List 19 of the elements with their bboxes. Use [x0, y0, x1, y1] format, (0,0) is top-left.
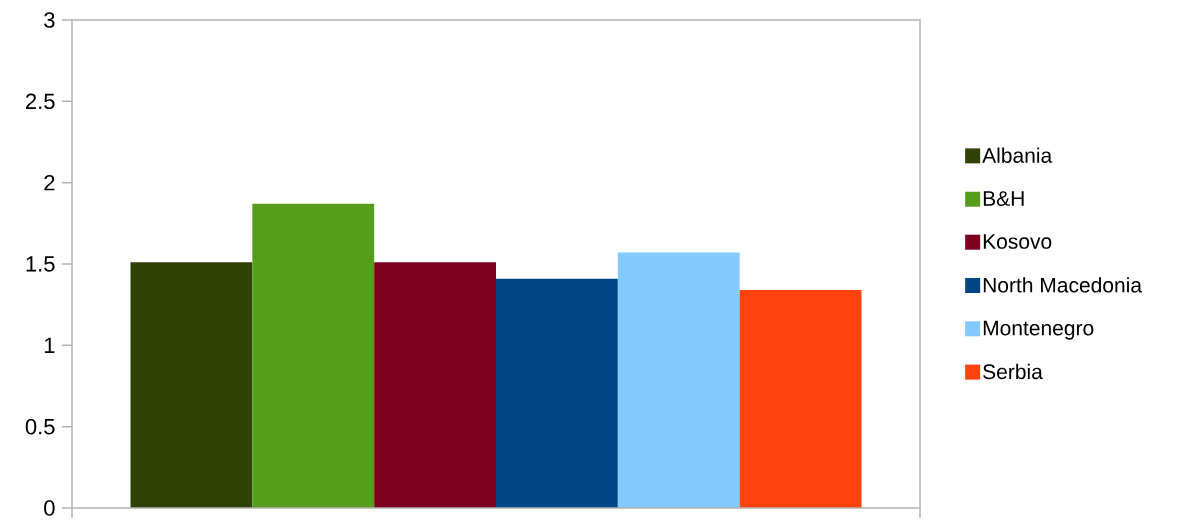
legend-label: Albania	[982, 147, 1053, 163]
legend-label: Serbia	[983, 363, 1043, 380]
legend-label: Kosovo	[983, 234, 1052, 249]
legend-label: North Macedonia	[983, 277, 1143, 293]
y-tick-label: 1.5	[26, 256, 55, 272]
y-tick-label: 2.5	[26, 93, 55, 110]
y-tick-label: 3	[44, 12, 55, 28]
bar	[496, 278, 618, 508]
legend-label: B&H	[983, 191, 1024, 206]
bar	[374, 262, 497, 508]
y-tick-label: 2	[44, 174, 55, 191]
y-tick-label: 0.5	[25, 418, 55, 435]
y-tick-label: 0	[44, 500, 55, 516]
y-tick-label: 1	[44, 337, 55, 353]
bar	[252, 203, 375, 508]
bar	[739, 290, 862, 508]
bar	[130, 262, 253, 508]
bar	[617, 252, 740, 508]
legend-label: Montenegro	[983, 320, 1094, 340]
